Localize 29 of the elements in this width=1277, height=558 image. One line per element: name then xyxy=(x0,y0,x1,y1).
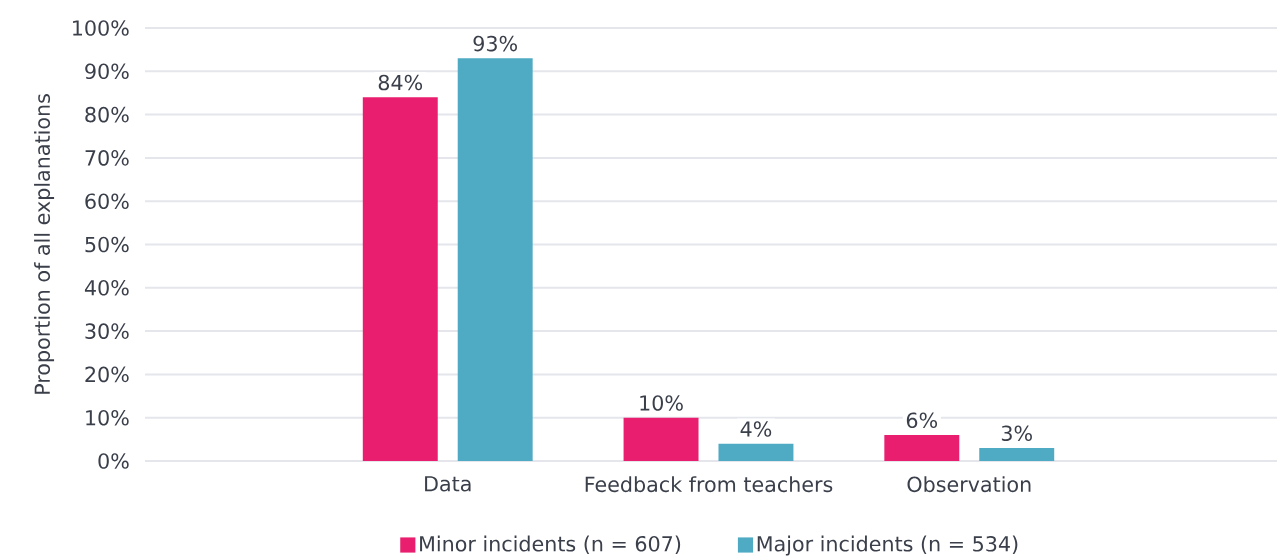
y-tick-label: 0% xyxy=(98,453,129,469)
data-label: 84% xyxy=(378,74,423,91)
bar xyxy=(457,58,533,461)
bar xyxy=(623,417,699,461)
y-axis-title: Proportion of all explanations xyxy=(34,94,55,394)
y-tick-label: 90% xyxy=(85,63,129,80)
y-tick-label: 40% xyxy=(84,280,129,296)
y-tick-label: 80% xyxy=(85,106,129,123)
y-tick-label: 50% xyxy=(85,236,129,253)
legend-label: Major incidents (n = 534) xyxy=(757,535,1018,556)
y-tick-label: 30% xyxy=(85,323,129,339)
x-tick-label: Data xyxy=(425,476,471,492)
data-label: 3% xyxy=(1001,425,1032,442)
y-tick-label: 70% xyxy=(85,150,129,166)
y-tick-label: 60% xyxy=(85,193,129,210)
y-tick-label: 20% xyxy=(85,366,129,383)
x-tick-label: Feedback from teachers xyxy=(585,476,833,493)
data-label: 6% xyxy=(906,412,938,429)
y-tick-label: 10% xyxy=(86,409,129,426)
y-tick-label: 100% xyxy=(73,20,129,36)
data-label: 10% xyxy=(640,395,683,411)
data-label: 93% xyxy=(473,35,517,52)
bar xyxy=(362,97,438,461)
x-tick-label: Observation xyxy=(907,476,1031,493)
bar xyxy=(979,448,1055,461)
data-label: 4% xyxy=(740,421,772,437)
bar xyxy=(884,435,960,461)
bar xyxy=(718,443,794,461)
legend-label: Minor incidents (n = 607) xyxy=(420,535,681,555)
